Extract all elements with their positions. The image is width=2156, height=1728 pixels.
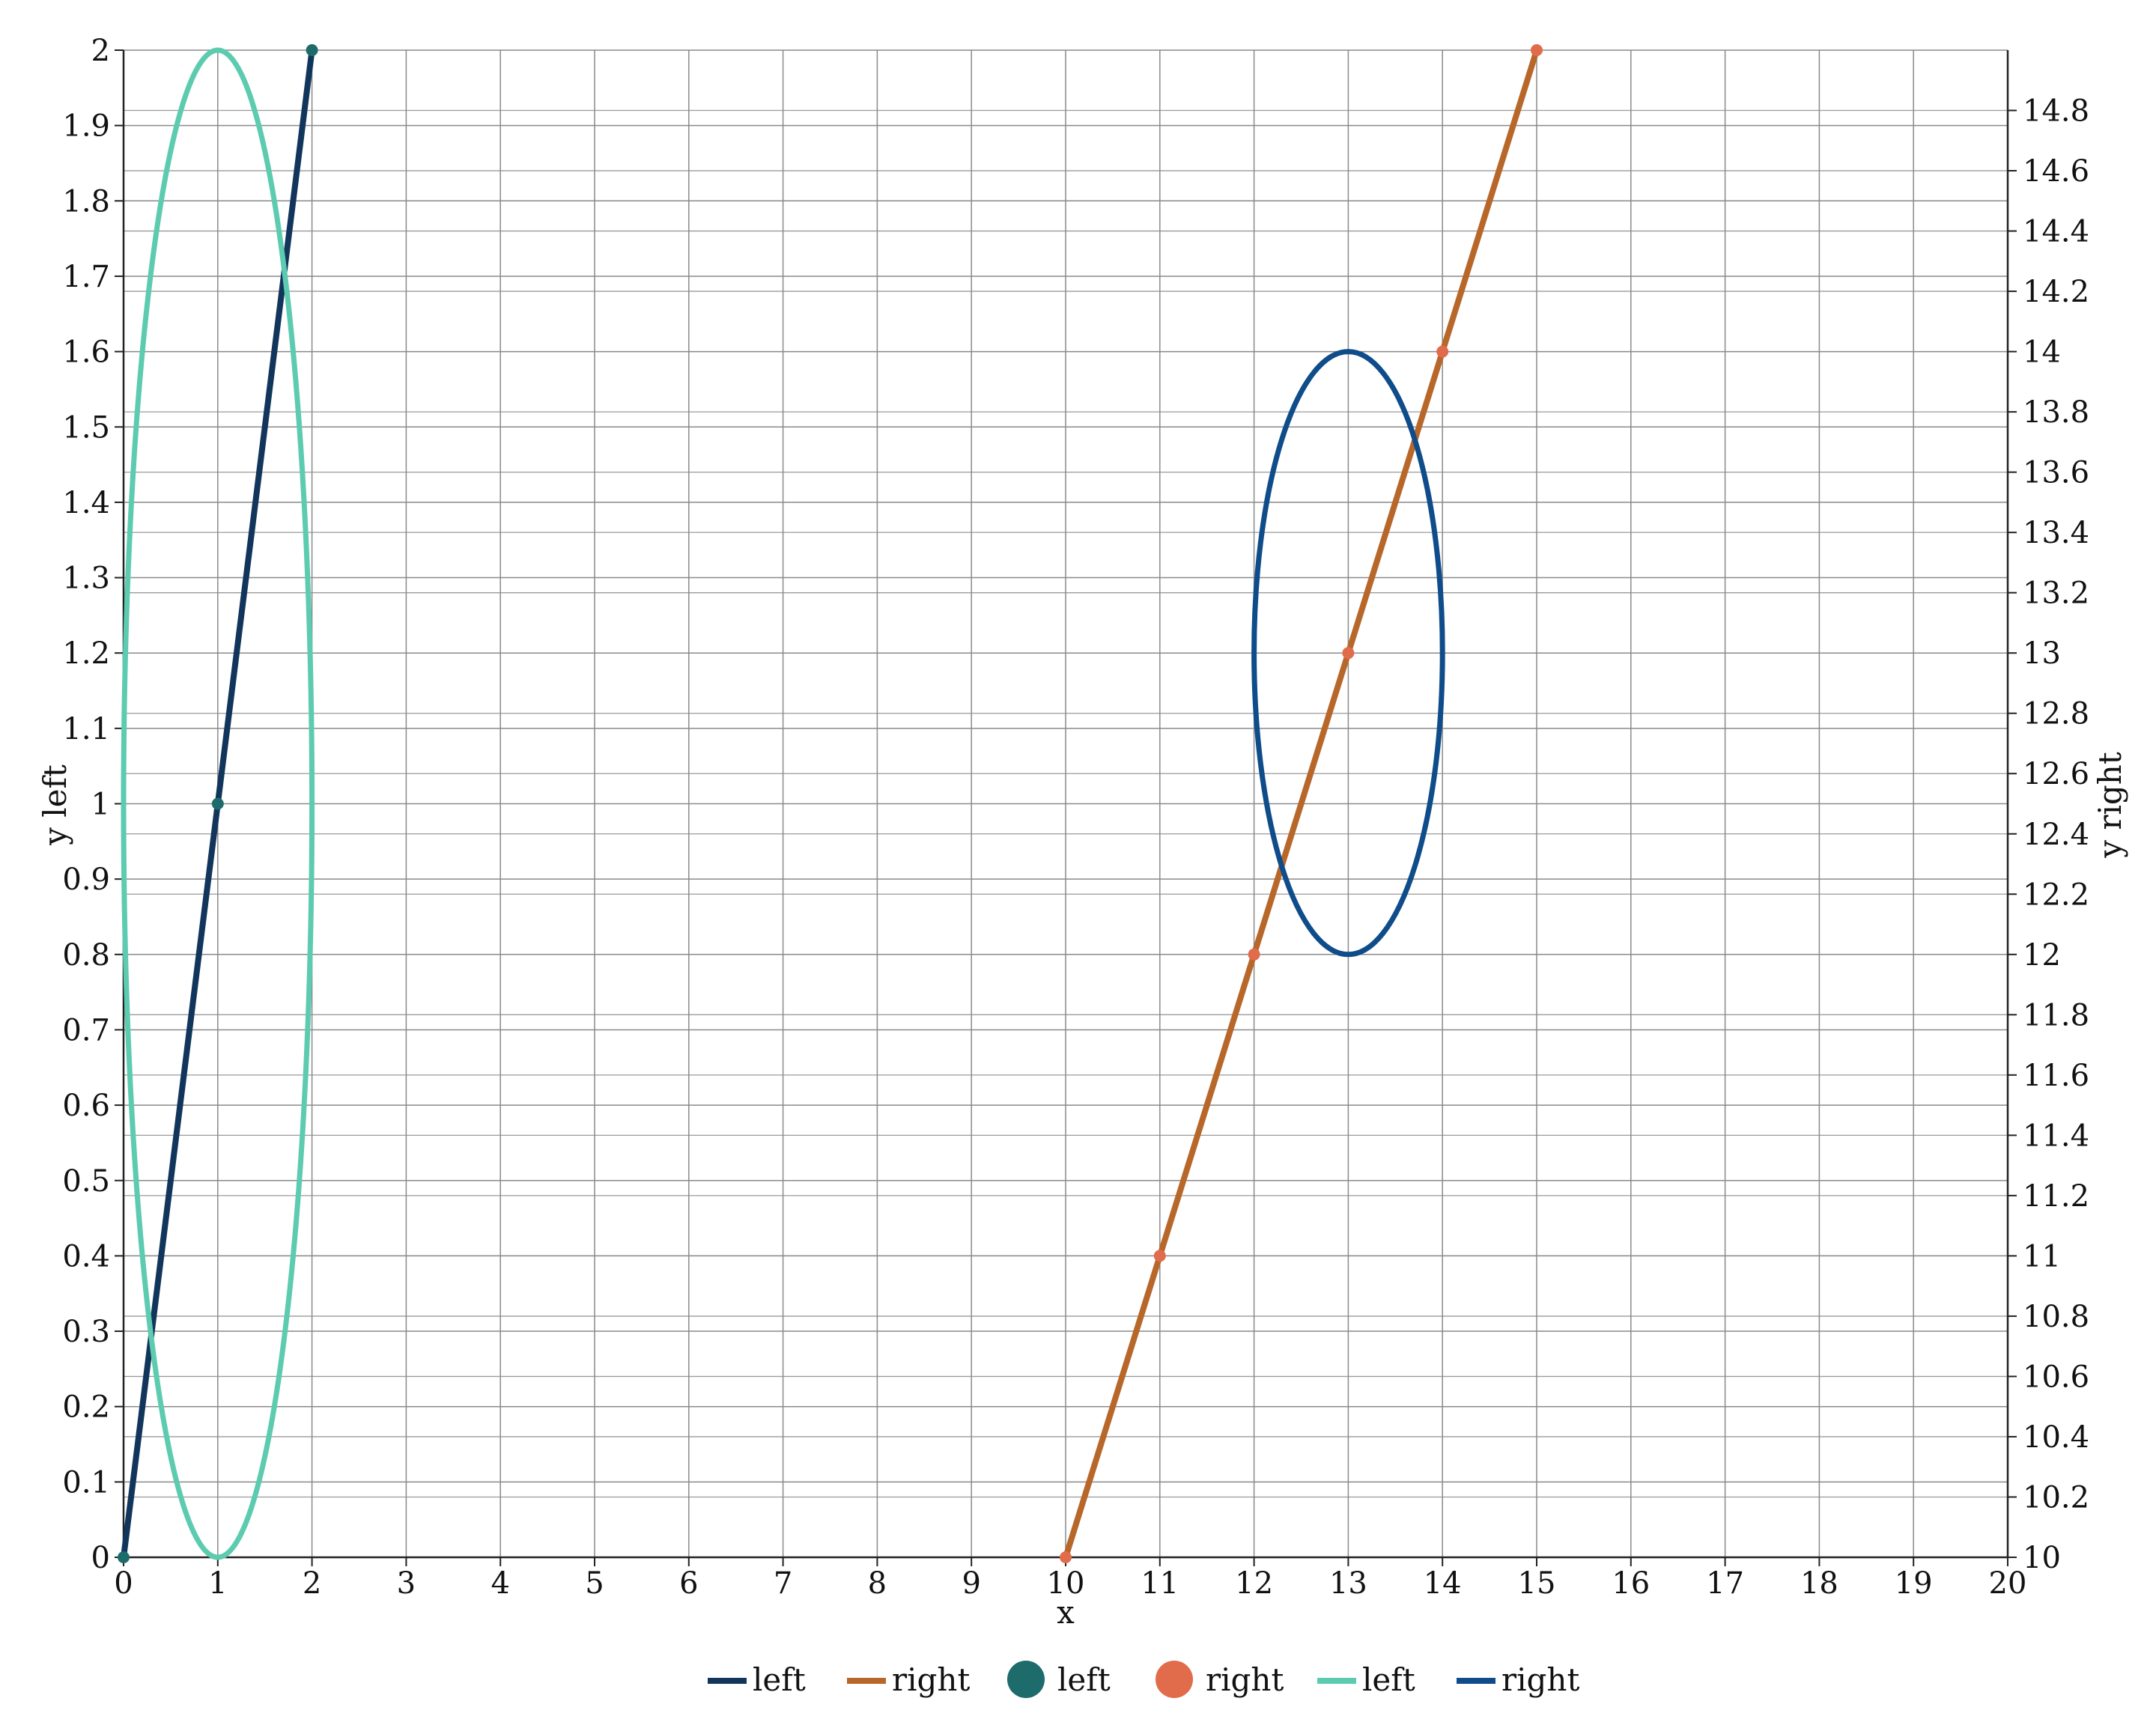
y-left-tick-label: 1.9	[62, 109, 110, 144]
x-axis-title: x	[1057, 1594, 1075, 1631]
y-left-tick-label: 1.4	[62, 486, 110, 520]
x-tick-label: 0	[114, 1566, 133, 1601]
y-right-tick-label: 12.6	[2023, 757, 2089, 791]
y-right-tick-label: 14.2	[2023, 275, 2089, 309]
y-right-axis-title: y right	[2092, 752, 2128, 859]
y-right-tick-label: 12.8	[2023, 697, 2089, 731]
y-right-tick-label: 11.4	[2023, 1119, 2089, 1153]
y-left-tick-label: 0.3	[62, 1315, 110, 1349]
y-right-tick-label: 14.4	[2023, 215, 2089, 249]
y-left-tick-label: 0.9	[62, 863, 110, 897]
y-right-tick-label: 11	[2023, 1239, 2061, 1274]
legend-label: right	[1501, 1661, 1579, 1698]
x-tick-label: 6	[679, 1566, 698, 1601]
y-right-tick-label: 13.4	[2023, 516, 2089, 550]
legend-label: left	[1057, 1661, 1111, 1698]
y-left-tick-label: 0.8	[62, 938, 110, 973]
tick-labels: 0 1 2 3 4 5 6 7 8 9 10 11 12 13 14 15 16 17 18 19 2000.10.20…	[62, 34, 2089, 1601]
series-line-right	[1063, 49, 1540, 1559]
x-tick-label: 8	[868, 1566, 887, 1601]
y-left-tick-label: 1.2	[62, 636, 110, 671]
x-tick-label: 14	[1424, 1566, 1462, 1601]
series-ellipse-left	[121, 47, 315, 1560]
series-point-right	[1342, 647, 1355, 660]
legend-swatch-marker	[1156, 1661, 1193, 1698]
x-tick-label: 2	[303, 1566, 321, 1601]
y-left-tick-label: 0	[91, 1541, 110, 1575]
legend: left right left right left right	[708, 1661, 1579, 1698]
y-right-tick-label: 14.6	[2023, 154, 2089, 189]
legend-swatch-marker	[1007, 1661, 1045, 1698]
x-tick-label: 15	[1518, 1566, 1556, 1601]
y-right-tick-label: 13.8	[2023, 395, 2089, 430]
y-left-tick-label: 1	[91, 788, 110, 822]
series-point-left	[306, 44, 318, 56]
y-left-tick-label: 1.6	[62, 335, 110, 370]
y-right-tick-label: 10.8	[2023, 1300, 2089, 1334]
y-left-tick-label: 0.5	[62, 1164, 110, 1199]
major-grid	[124, 49, 2008, 1557]
y-left-tick-label: 1.3	[62, 562, 110, 596]
plot-area	[118, 44, 1543, 1563]
y-right-tick-label: 13.2	[2023, 576, 2089, 611]
x-tick-label: 3	[397, 1566, 416, 1601]
y-right-tick-label: 11.2	[2023, 1179, 2089, 1214]
x-tick-label: 13	[1329, 1566, 1367, 1601]
series-point-right	[1436, 345, 1449, 358]
series-point-right	[1153, 1250, 1166, 1262]
legend-label: left	[753, 1661, 806, 1698]
y-left-tick-label: 0.1	[62, 1465, 110, 1500]
y-right-tick-label: 13.6	[2023, 456, 2089, 490]
y-left-tick-label: 0.7	[62, 1013, 110, 1047]
x-tick-label: 10	[1047, 1566, 1085, 1601]
y-left-tick-label: 0.6	[62, 1089, 110, 1123]
legend-label: left	[1362, 1661, 1415, 1698]
series-point-right	[1060, 1551, 1072, 1563]
x-tick-label: 9	[962, 1566, 980, 1601]
y-left-tick-label: 1.5	[62, 410, 110, 445]
y-right-tick-label: 14.8	[2023, 94, 2089, 129]
y-right-tick-label: 11.6	[2023, 1059, 2089, 1093]
x-tick-label: 20	[1989, 1566, 2027, 1601]
y-right-tick-label: 12.2	[2023, 877, 2089, 912]
series-point-right	[1531, 44, 1543, 56]
x-tick-label: 16	[1612, 1566, 1650, 1601]
y-right-tick-label: 11.8	[2023, 998, 2089, 1032]
x-tick-label: 11	[1141, 1566, 1179, 1601]
series-point-left	[211, 797, 224, 810]
x-tick-label: 4	[491, 1566, 509, 1601]
legend-label: right	[892, 1661, 970, 1698]
x-tick-label: 18	[1800, 1566, 1838, 1601]
y-left-axis-title: y left	[37, 764, 73, 846]
y-left-tick-label: 0.2	[62, 1390, 110, 1425]
x-tick-label: 7	[774, 1566, 792, 1601]
series-point-right	[1248, 948, 1260, 961]
y-left-tick-label: 1.1	[62, 712, 110, 746]
y-left-tick-label: 2	[91, 34, 110, 68]
y-right-tick-label: 13	[2023, 636, 2061, 671]
y-left-tick-label: 0.4	[62, 1239, 110, 1274]
y-right-tick-label: 14	[2023, 335, 2061, 370]
legend-label: right	[1206, 1661, 1284, 1698]
y-right-tick-label: 10.2	[2023, 1480, 2089, 1515]
y-left-tick-label: 1.8	[62, 184, 110, 219]
y-right-tick-label: 12.4	[2023, 818, 2089, 852]
y-right-tick-label: 10.4	[2023, 1420, 2089, 1455]
x-tick-label: 1	[208, 1566, 227, 1601]
series-ellipse-right	[1251, 349, 1445, 958]
y-left-tick-label: 1.7	[62, 260, 110, 294]
y-right-tick-label: 10.6	[2023, 1360, 2089, 1394]
y-right-tick-label: 12	[2023, 938, 2061, 973]
x-tick-label: 17	[1706, 1566, 1744, 1601]
x-tick-label: 5	[585, 1566, 604, 1601]
y-right-tick-label: 10	[2023, 1541, 2061, 1575]
series-point-left	[118, 1551, 130, 1563]
x-tick-label: 12	[1235, 1566, 1273, 1601]
x-tick-label: 19	[1895, 1566, 1933, 1601]
